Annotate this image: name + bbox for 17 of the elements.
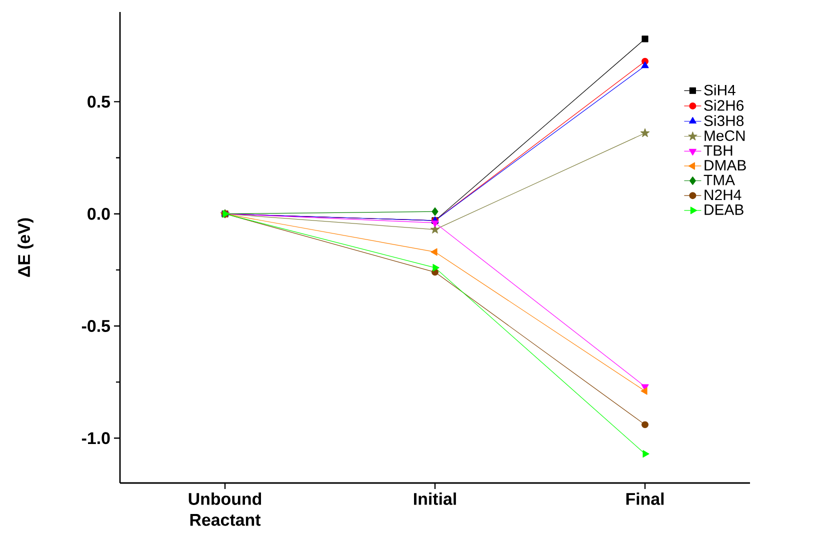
legend-label: TBH xyxy=(704,145,732,156)
x-tick-label: Unbound Reactant xyxy=(188,492,262,526)
legend-label: SiH4 xyxy=(704,84,736,96)
y-tick-label: 0.5 xyxy=(88,96,110,108)
y-tick-label: -1.0 xyxy=(82,432,110,444)
y-axis-title: ΔE (eV) xyxy=(18,218,34,277)
y-tick-label: -0.5 xyxy=(82,320,110,332)
legend-label: DEAB xyxy=(704,204,744,215)
legend-label: MeCN xyxy=(704,130,745,141)
x-tick-label: Initial xyxy=(414,492,456,505)
x-tick-label: Final xyxy=(626,492,664,505)
legend-label: N2H4 xyxy=(704,190,742,200)
y-tick-label: 0.0 xyxy=(88,208,110,220)
legend-label: Si2H6 xyxy=(704,100,744,111)
legend-label: TMA xyxy=(704,174,736,186)
legend-label: DMAB xyxy=(704,160,746,170)
legend-label: Si3H8 xyxy=(704,115,744,126)
